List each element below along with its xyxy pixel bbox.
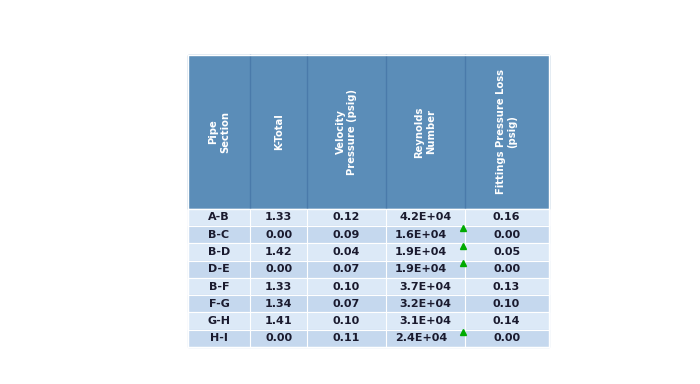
Text: Velocity
Pressure (psig): Velocity Pressure (psig) bbox=[336, 89, 357, 175]
Bar bbox=[188, 278, 549, 295]
Bar bbox=[188, 330, 549, 347]
Text: 1.9E+04: 1.9E+04 bbox=[395, 264, 447, 274]
Text: 0.10: 0.10 bbox=[493, 299, 520, 309]
Text: 0.00: 0.00 bbox=[265, 230, 293, 240]
Text: 0.13: 0.13 bbox=[493, 281, 520, 291]
Text: 0.09: 0.09 bbox=[333, 230, 360, 240]
Text: K-Total: K-Total bbox=[274, 113, 284, 150]
Text: 1.42: 1.42 bbox=[265, 247, 293, 257]
Text: 1.6E+04: 1.6E+04 bbox=[395, 230, 447, 240]
Text: 3.1E+04: 3.1E+04 bbox=[399, 316, 452, 326]
Text: Pipe
Section: Pipe Section bbox=[209, 111, 230, 153]
Text: Reynolds
Number: Reynolds Number bbox=[414, 106, 436, 157]
Text: G-H: G-H bbox=[208, 316, 230, 326]
Text: B-D: B-D bbox=[208, 247, 230, 257]
Text: 0.00: 0.00 bbox=[493, 230, 520, 240]
Text: 3.7E+04: 3.7E+04 bbox=[399, 281, 452, 291]
Text: D-E: D-E bbox=[208, 264, 230, 274]
Bar bbox=[188, 261, 549, 278]
Text: B-C: B-C bbox=[209, 230, 230, 240]
Text: 0.04: 0.04 bbox=[333, 247, 360, 257]
Bar bbox=[188, 295, 549, 313]
Text: 1.34: 1.34 bbox=[265, 299, 293, 309]
Text: 1.9E+04: 1.9E+04 bbox=[395, 247, 447, 257]
Text: 0.07: 0.07 bbox=[333, 264, 360, 274]
Text: 4.2E+04: 4.2E+04 bbox=[399, 212, 452, 222]
Text: Fittings Pressure Loss
(psig): Fittings Pressure Loss (psig) bbox=[496, 70, 517, 194]
Bar bbox=[188, 243, 549, 261]
Text: 0.10: 0.10 bbox=[333, 316, 360, 326]
Text: 1.33: 1.33 bbox=[265, 212, 293, 222]
Text: 0.14: 0.14 bbox=[493, 316, 520, 326]
Text: 0.07: 0.07 bbox=[333, 299, 360, 309]
Text: B-F: B-F bbox=[209, 281, 230, 291]
Bar bbox=[188, 209, 549, 226]
Text: 0.00: 0.00 bbox=[493, 264, 520, 274]
Bar bbox=[188, 55, 549, 209]
Text: 0.11: 0.11 bbox=[333, 333, 360, 343]
Bar bbox=[188, 313, 549, 330]
Text: 0.05: 0.05 bbox=[493, 247, 520, 257]
Text: H-I: H-I bbox=[210, 333, 228, 343]
Text: A-B: A-B bbox=[208, 212, 230, 222]
Bar bbox=[188, 226, 549, 243]
Text: F-G: F-G bbox=[209, 299, 230, 309]
Text: 0.00: 0.00 bbox=[265, 333, 293, 343]
Text: 0.10: 0.10 bbox=[333, 281, 360, 291]
Text: 3.2E+04: 3.2E+04 bbox=[399, 299, 452, 309]
Text: 0.00: 0.00 bbox=[265, 264, 293, 274]
Text: 0.00: 0.00 bbox=[493, 333, 520, 343]
Text: 2.4E+04: 2.4E+04 bbox=[395, 333, 447, 343]
Text: 1.41: 1.41 bbox=[265, 316, 293, 326]
Text: 0.16: 0.16 bbox=[493, 212, 520, 222]
Text: 1.33: 1.33 bbox=[265, 281, 293, 291]
Text: 0.12: 0.12 bbox=[333, 212, 360, 222]
